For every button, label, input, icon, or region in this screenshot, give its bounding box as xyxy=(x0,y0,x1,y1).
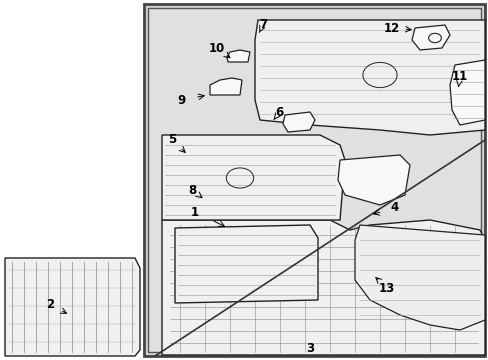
Polygon shape xyxy=(226,50,249,62)
Text: 2: 2 xyxy=(46,298,54,311)
Polygon shape xyxy=(449,60,484,125)
Text: 5: 5 xyxy=(167,134,176,147)
Polygon shape xyxy=(162,135,345,220)
Text: 7: 7 xyxy=(259,18,266,31)
Text: 1: 1 xyxy=(190,206,199,219)
Polygon shape xyxy=(337,155,409,205)
Polygon shape xyxy=(254,20,484,135)
Polygon shape xyxy=(162,220,484,355)
Bar xyxy=(147,8,480,352)
Text: 6: 6 xyxy=(274,107,283,120)
Text: 3: 3 xyxy=(305,342,313,355)
Text: 9: 9 xyxy=(178,94,186,107)
Polygon shape xyxy=(354,225,484,330)
Bar xyxy=(143,4,484,356)
Polygon shape xyxy=(175,225,317,303)
Text: 11: 11 xyxy=(451,71,467,84)
Text: 10: 10 xyxy=(208,41,224,54)
Polygon shape xyxy=(5,258,140,356)
Text: 12: 12 xyxy=(383,22,399,35)
Text: 8: 8 xyxy=(187,184,196,197)
Text: 4: 4 xyxy=(390,202,398,215)
Text: 13: 13 xyxy=(378,282,394,294)
Polygon shape xyxy=(411,25,449,50)
Polygon shape xyxy=(283,112,314,132)
Polygon shape xyxy=(209,78,242,95)
